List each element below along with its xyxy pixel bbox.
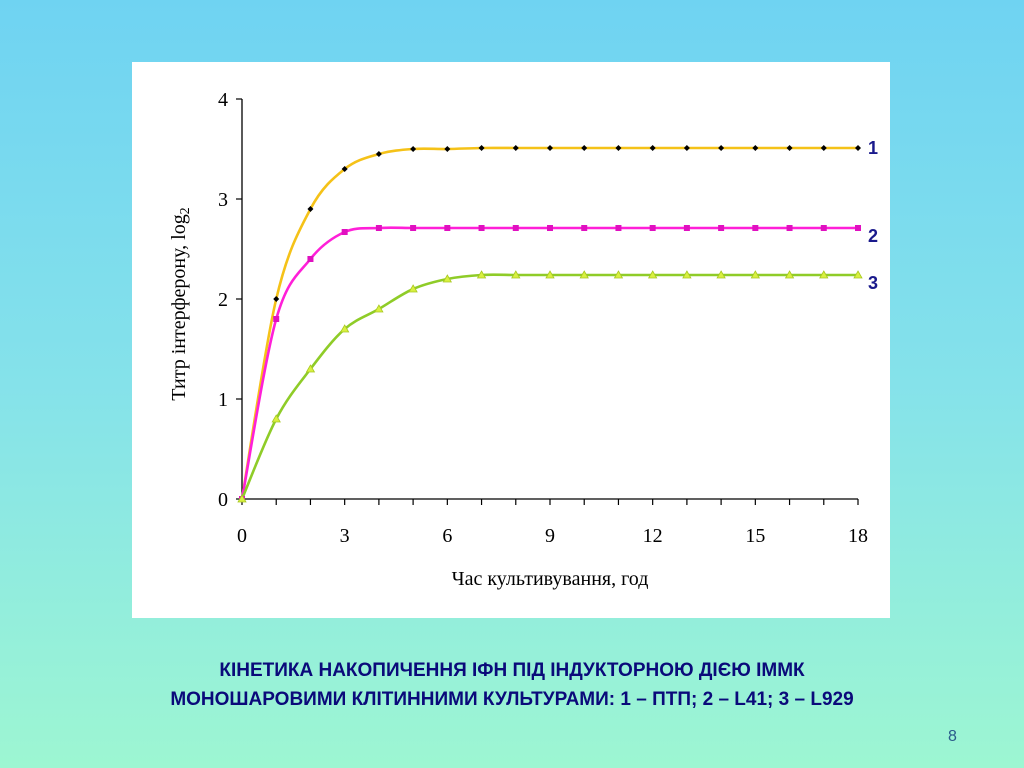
x-axis-title: Час культивування, год (452, 568, 649, 590)
series-3-point (784, 270, 795, 279)
series-1-point (307, 206, 314, 212)
series-2-point (444, 225, 451, 231)
series-3-point (647, 270, 658, 279)
slide-caption: КІНЕТИКА НАКОПИЧЕННЯ ІФН ПІД ІНДУКТОРНОЮ… (0, 656, 1024, 714)
series-2-point (581, 225, 588, 231)
series-2-point (410, 225, 417, 231)
y-tick-label: 1 (218, 389, 228, 411)
series-2-line (240, 226, 858, 500)
series-3-point (579, 270, 589, 279)
series-3-point (853, 270, 863, 279)
y-axis-title-subscript: 2 (178, 207, 193, 214)
series-3-point (511, 270, 521, 279)
series-2-label: 2 (868, 226, 878, 246)
series-1-point (273, 296, 280, 302)
series-3-point (716, 270, 726, 279)
series-1-point (341, 166, 348, 172)
x-tick-label: 6 (442, 525, 452, 547)
series-3-line (240, 273, 858, 500)
series-1-point (855, 145, 861, 151)
series-2-point (683, 225, 690, 231)
series-3-point (682, 270, 692, 279)
series-2-point (512, 225, 519, 231)
series-1-point (444, 146, 451, 152)
series-2-point (855, 225, 861, 231)
y-tick-label: 2 (218, 289, 228, 311)
y-ticks: 0 1 2 3 4 (218, 89, 242, 511)
series-markers (237, 145, 863, 503)
series-1-line (240, 146, 858, 500)
series-2-point (307, 256, 314, 262)
series-labels: 1 2 3 (868, 138, 878, 293)
series-2-point (649, 225, 656, 231)
series-2-point (273, 316, 280, 322)
y-axis-title-main: Титр інтерферону, log (168, 214, 190, 400)
page-number: 8 (948, 728, 957, 745)
series-3-point (271, 414, 281, 423)
series-1-point (786, 145, 793, 151)
axes (241, 99, 858, 500)
series-2-point (478, 225, 485, 231)
series-1-point (478, 145, 485, 151)
series-2-point (786, 225, 793, 231)
series-3-point (819, 270, 829, 279)
x-tick-label: 12 (643, 525, 663, 547)
series-2-point (615, 225, 622, 231)
series-2-point (752, 225, 759, 231)
series-3-point (374, 304, 384, 313)
series-1-point (512, 145, 519, 151)
series-3-point (476, 270, 487, 279)
x-tick-label: 9 (545, 525, 555, 547)
series-1-point (683, 145, 690, 151)
series-3-point (408, 284, 418, 293)
series-3-point (339, 324, 350, 333)
series-1-point (649, 145, 656, 151)
x-tick-label: 3 (340, 525, 350, 547)
series-1-point (375, 151, 382, 157)
series-3-label: 3 (868, 273, 878, 293)
series-1-point (410, 146, 417, 152)
y-tick-label: 0 (218, 489, 228, 511)
y-tick-label: 4 (218, 89, 228, 111)
series-1-point (820, 145, 827, 151)
series-3-point (237, 494, 247, 503)
series-1-point (615, 145, 622, 151)
caption-line-1: КІНЕТИКА НАКОПИЧЕННЯ ІФН ПІД ІНДУКТОРНОЮ… (219, 660, 805, 681)
x-tick-label: 0 (237, 525, 247, 547)
series-1-point (752, 145, 759, 151)
series-3-point (442, 274, 453, 283)
series-3-point (613, 270, 624, 279)
series-3-point (545, 270, 555, 279)
caption-line-2: МОНОШАРОВИМИ КЛІТИННИМИ КУЛЬТУРАМИ: 1 – … (170, 689, 854, 710)
x-ticks: 0 3 6 9 12 15 18 (237, 499, 868, 547)
series-3-point (305, 364, 316, 373)
series-1-point (547, 145, 553, 151)
y-tick-label: 3 (218, 189, 228, 211)
series-2-point (375, 225, 382, 231)
x-tick-label: 18 (848, 525, 868, 547)
y-axis-title: Титр інтерферону, log2 (168, 207, 193, 400)
series-3-point (750, 270, 761, 279)
series-2-point (341, 229, 348, 235)
series-2-point (820, 225, 827, 231)
series-1-point (581, 145, 588, 151)
series-2-point (547, 225, 553, 231)
series-2-point (718, 225, 725, 231)
series-lines (240, 146, 858, 500)
series-1-point (718, 145, 725, 151)
series-1-label: 1 (868, 138, 878, 158)
x-tick-label: 15 (745, 525, 765, 547)
